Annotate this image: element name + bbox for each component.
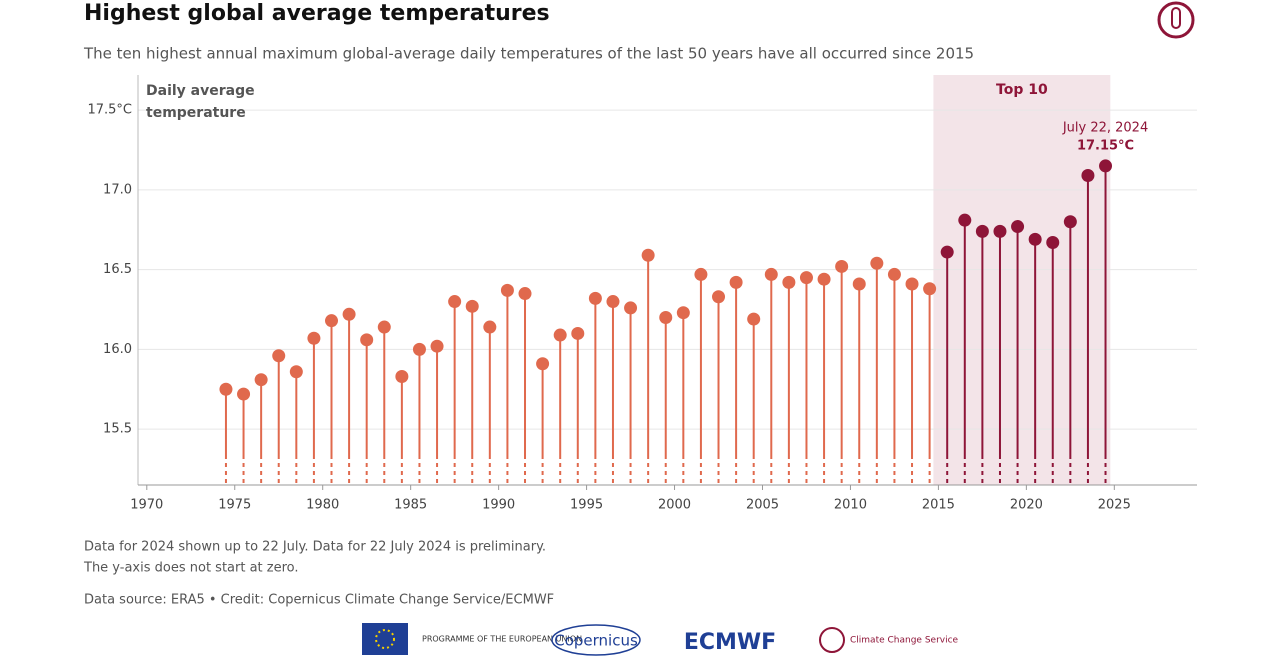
dot <box>712 290 726 304</box>
dot <box>659 310 673 324</box>
x-tick-label: 2015 <box>922 498 955 513</box>
chart-subtitle: The ten highest annual maximum global-av… <box>83 45 974 63</box>
dot <box>588 291 602 305</box>
dot <box>993 224 1007 238</box>
dot <box>852 277 866 291</box>
note: Data for 2024 shown up to 22 July. Data … <box>84 540 546 555</box>
dot <box>272 349 286 363</box>
x-tick-label: 2025 <box>1098 498 1131 513</box>
logo-text: PROGRAMME OF THE EUROPEAN UNION <box>422 635 582 644</box>
dot <box>307 331 321 345</box>
dot <box>360 333 374 347</box>
dot <box>553 328 567 342</box>
dot <box>395 370 409 384</box>
dot <box>870 256 884 270</box>
chart-title: Highest global average temperatures <box>84 1 550 26</box>
dot <box>500 283 514 297</box>
dot <box>1046 236 1060 250</box>
dot <box>729 275 743 289</box>
dot <box>694 267 708 281</box>
x-tick-label: 2005 <box>746 498 779 513</box>
dot <box>342 307 356 321</box>
y-tick-label: 15.5 <box>103 422 132 437</box>
eu-flag <box>362 623 408 655</box>
dot <box>219 382 233 396</box>
dot <box>536 357 550 371</box>
dot <box>747 312 761 326</box>
dot <box>923 282 937 296</box>
highlight-label: Top 10 <box>996 82 1048 98</box>
logo-shape <box>551 624 641 656</box>
x-tick-label: 2020 <box>1010 498 1043 513</box>
dot <box>799 271 813 285</box>
x-tick-label: 2000 <box>658 498 691 513</box>
x-tick-label: 1970 <box>130 498 163 513</box>
dot <box>412 342 426 356</box>
highlight-band <box>933 75 1111 485</box>
dot <box>1099 159 1113 173</box>
dot <box>430 339 444 353</box>
dot <box>518 287 532 301</box>
dot <box>483 320 497 334</box>
dot <box>887 267 901 281</box>
dot <box>835 259 849 273</box>
brand-icon <box>1157 1 1195 39</box>
y-tick-label: 17.0 <box>103 182 132 197</box>
y-axis-title: Daily average temperature <box>146 83 255 121</box>
x-tick-label: 1985 <box>394 498 427 513</box>
logo-shape <box>819 627 845 653</box>
note: The y-axis does not start at zero. <box>83 561 299 576</box>
dot <box>940 245 954 259</box>
x-tick-label: 1995 <box>570 498 603 513</box>
value-label: 17.15°C <box>1077 138 1134 153</box>
logo-text: ECMWF <box>684 630 776 655</box>
dot <box>448 295 462 309</box>
dot <box>676 306 690 320</box>
annotation: July 22, 2024 <box>1062 120 1148 135</box>
dot <box>624 301 638 315</box>
dot <box>325 314 339 328</box>
dot <box>817 272 831 286</box>
dot <box>641 248 655 262</box>
dot <box>237 387 251 401</box>
dot <box>289 365 303 379</box>
logo-text: Climate Change Service <box>850 636 959 646</box>
x-tick-label: 2010 <box>834 498 867 513</box>
dot <box>1011 220 1025 234</box>
dot <box>254 373 268 387</box>
x-tick-label: 1975 <box>218 498 251 513</box>
source: Data source: ERA5 • Credit: Copernicus C… <box>84 593 554 608</box>
dot <box>764 267 778 281</box>
x-tick-label: 1990 <box>482 498 515 513</box>
dot <box>975 224 989 238</box>
dot <box>905 277 919 291</box>
dot <box>958 213 972 227</box>
dot <box>1081 169 1095 183</box>
dot <box>377 320 391 334</box>
y-tick-label: 17.5°C <box>87 103 132 118</box>
y-tick-label: 16.5 <box>103 262 132 277</box>
dot <box>782 275 796 289</box>
x-tick-label: 1980 <box>306 498 339 513</box>
dot <box>465 299 479 313</box>
dot <box>1028 232 1042 246</box>
dot <box>571 326 585 340</box>
logo-text: Copernicus <box>554 632 638 650</box>
dot <box>606 295 620 309</box>
dot <box>1063 215 1077 229</box>
y-tick-label: 16.0 <box>103 342 132 357</box>
